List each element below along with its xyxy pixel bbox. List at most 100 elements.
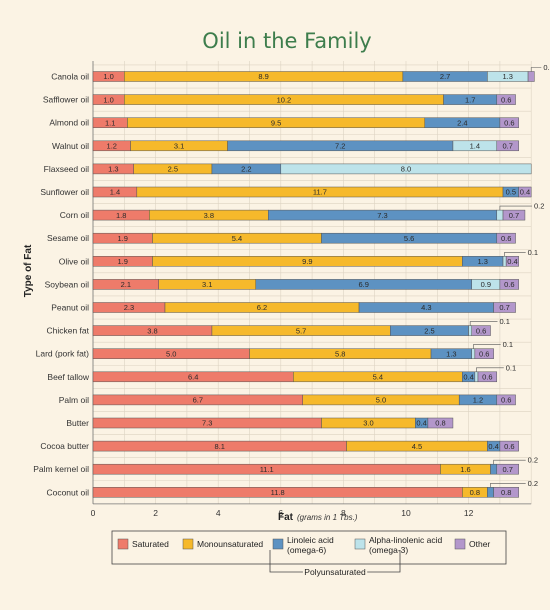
- value-label: 0.7: [509, 211, 519, 220]
- x-tick-label: 4: [216, 508, 221, 518]
- callout-leader: [530, 67, 542, 72]
- callout-leader: [472, 344, 501, 349]
- value-label: 4.3: [421, 303, 431, 312]
- callout-leader: [499, 205, 532, 211]
- x-tick-label: 8: [341, 508, 346, 518]
- value-label: 7.3: [377, 211, 387, 220]
- value-label: 1.2: [107, 142, 117, 151]
- bar-alpha-linolenic-acid-omega-3: [280, 163, 532, 175]
- bar-other: [499, 440, 519, 452]
- category-label: Soybean oil: [45, 279, 90, 289]
- callout-label: 0.1: [506, 363, 516, 372]
- legend-swatch-linoleic-acid-omega-6: [272, 538, 284, 550]
- legend-label-alpha-linolenic-acid-omega-3: Alpha-linolenic acid (omega-3): [369, 535, 443, 555]
- value-label: 1.7: [465, 95, 475, 104]
- category-label: Butter: [66, 418, 89, 428]
- x-tick-label: 0: [91, 508, 96, 518]
- polyunsaturated-bracket: [269, 550, 401, 573]
- category-label: Palm kernel oil: [33, 464, 89, 474]
- value-label: 0.6: [476, 326, 486, 335]
- value-label: 3.8: [204, 211, 214, 220]
- callout-label: 0.1: [528, 248, 538, 257]
- bars: Canola oil 1.0 8.9 2.7 1.3 Safflower oil 1.0 10…: [33, 63, 550, 498]
- value-label: 1.4: [470, 142, 480, 151]
- value-label: 7.2: [335, 142, 345, 151]
- bar-other: [496, 394, 516, 406]
- legend: Polyunsaturated Saturated Monounsaturated…: [111, 530, 507, 579]
- value-label: 2.5: [424, 326, 434, 335]
- callout-label: 0.1: [503, 340, 513, 349]
- value-label: 3.1: [202, 280, 212, 289]
- value-label: 1.4: [110, 188, 120, 197]
- value-label: 8.9: [258, 72, 268, 81]
- value-label: 0.8: [501, 488, 511, 497]
- category-label: Safflower oil: [43, 95, 89, 105]
- value-label: 6.9: [359, 280, 369, 289]
- value-label: 2.1: [121, 280, 131, 289]
- value-label: 0.4: [520, 188, 530, 197]
- bar-alpha-linolenic-acid-omega-3: [474, 371, 479, 383]
- value-label: 0.7: [503, 142, 513, 151]
- bar-other: [474, 348, 494, 359]
- value-label: 9.9: [302, 257, 312, 266]
- category-label: Sunflower oil: [40, 187, 89, 197]
- callout-leader: [469, 321, 498, 326]
- legend-swatch-other: [454, 538, 466, 550]
- value-label: 1.0: [103, 95, 113, 104]
- bar-linoleic-acid-omega-6: [487, 487, 494, 498]
- callout-label: 0.2: [543, 63, 550, 72]
- value-label: 0.9: [481, 280, 491, 289]
- callout-label: 0.2: [534, 202, 544, 211]
- bar-other: [496, 140, 519, 152]
- value-label: 8.1: [215, 442, 225, 451]
- value-label: 1.3: [446, 349, 456, 358]
- x-tick-label: 2: [153, 508, 158, 518]
- category-label: Walnut oil: [52, 141, 89, 151]
- bar-alpha-linolenic-acid-omega-3: [468, 325, 472, 336]
- legend-label-other: Other: [469, 539, 490, 549]
- value-label: 5.0: [376, 396, 386, 405]
- value-label: 6.2: [257, 303, 267, 312]
- value-label: 5.4: [232, 234, 242, 243]
- category-label: Peanut oil: [51, 303, 89, 313]
- callout-leader: [490, 482, 526, 488]
- bar-linoleic-acid-omega-6: [490, 463, 498, 475]
- legend-swatch-saturated: [117, 538, 129, 550]
- category-label: Corn oil: [60, 210, 89, 220]
- value-label: 8.0: [401, 165, 411, 174]
- category-label: Almond oil: [49, 118, 89, 128]
- bar-other: [505, 256, 519, 267]
- x-ticks: 0 2 4 6 8 10 12: [91, 508, 474, 518]
- x-tick-label: 12: [464, 508, 474, 518]
- bar-other: [496, 94, 516, 105]
- category-label: Canola oil: [51, 72, 89, 82]
- bar-other: [502, 209, 526, 221]
- category-label: Palm oil: [59, 395, 89, 405]
- category-label: Beef tallow: [47, 372, 89, 382]
- legend-label-monounsaturated: Monounsaturated: [197, 539, 263, 549]
- callout-label: 0.2: [528, 456, 538, 465]
- bar-other: [527, 71, 535, 82]
- value-label: 2.4: [457, 118, 467, 127]
- value-label: 1.9: [118, 234, 128, 243]
- value-label: 2.2: [241, 165, 251, 174]
- value-label: 2.7: [440, 72, 450, 81]
- value-label: 5.6: [404, 234, 414, 243]
- value-label: 1.3: [503, 72, 513, 81]
- value-label: 7.3: [202, 419, 212, 428]
- callout-leader: [493, 459, 526, 465]
- value-label: 1.1: [105, 118, 115, 127]
- bar-other: [477, 371, 498, 383]
- bar-alpha-linolenic-acid-omega-3: [471, 348, 476, 359]
- value-label: 2.5: [168, 165, 178, 174]
- bar-other: [493, 302, 516, 313]
- bar-other: [518, 186, 532, 198]
- value-label: 0.6: [504, 280, 514, 289]
- bar-other: [427, 417, 454, 429]
- bar-other: [499, 279, 519, 290]
- value-label: 2.3: [124, 303, 134, 312]
- bar-other: [496, 463, 519, 475]
- category-label: Chicken fat: [46, 326, 89, 336]
- x-axis-label: Fat: [278, 512, 294, 523]
- value-label: 5.8: [335, 349, 345, 358]
